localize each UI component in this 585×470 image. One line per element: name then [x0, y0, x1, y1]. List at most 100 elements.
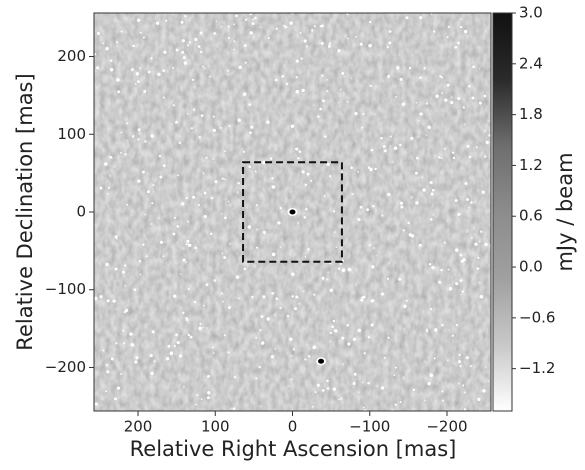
noise-speckle — [96, 136, 98, 139]
noise-speckle — [94, 402, 98, 406]
noise-speckle — [260, 314, 264, 318]
noise-speckle — [361, 126, 363, 129]
noise-speckle — [303, 290, 305, 292]
noise-speckle — [175, 48, 179, 52]
noise-speckle — [189, 335, 193, 339]
noise-speckle — [227, 351, 230, 354]
noise-speckle — [306, 45, 309, 48]
source — [289, 209, 296, 215]
noise-speckle — [333, 231, 336, 233]
noise-speckle — [418, 119, 420, 122]
noise-speckle — [230, 135, 233, 139]
noise-speckle — [383, 149, 387, 153]
noise-speckle — [447, 83, 450, 87]
noise-speckle — [115, 41, 118, 44]
noise-speckle — [335, 246, 337, 248]
noise-speckle — [139, 67, 141, 69]
noise-speckle — [434, 328, 438, 331]
noise-speckle — [172, 294, 177, 298]
noise-speckle — [179, 272, 182, 276]
noise-speckle — [362, 112, 365, 115]
noise-speckle — [460, 293, 462, 296]
noise-speckle — [305, 242, 308, 244]
noise-speckle — [367, 166, 371, 169]
noise-speckle — [431, 266, 435, 270]
noise-speckle — [466, 144, 470, 148]
noise-speckle — [398, 277, 402, 281]
noise-speckle — [153, 360, 156, 363]
noise-speckle — [117, 90, 121, 94]
noise-speckle — [291, 295, 294, 298]
noise-speckle — [441, 323, 444, 327]
noise-speckle — [326, 387, 330, 390]
source — [318, 358, 325, 364]
noise-speckle — [186, 112, 189, 115]
noise-speckle — [266, 317, 270, 321]
noise-speckle — [235, 14, 238, 18]
noise-speckle — [368, 20, 372, 24]
noise-speckle — [308, 64, 311, 67]
noise-speckle — [341, 171, 344, 173]
noise-speckle — [129, 332, 133, 336]
noise-speckle — [304, 256, 307, 258]
noise-speckle — [324, 135, 327, 138]
noise-speckle — [354, 283, 358, 286]
noise-speckle — [180, 20, 184, 24]
noise-speckle — [172, 104, 175, 107]
noise-speckle — [313, 293, 316, 296]
noise-speckle — [227, 25, 230, 28]
noise-speckle — [176, 341, 180, 345]
noise-speckle — [317, 115, 320, 118]
noise-speckle — [444, 98, 448, 102]
noise-speckle — [396, 66, 400, 70]
noise-speckle — [187, 243, 192, 248]
noise-speckle — [482, 389, 486, 393]
noise-speckle — [203, 304, 205, 307]
noise-speckle — [130, 343, 135, 347]
noise-speckle — [341, 259, 345, 262]
noise-speckle — [258, 365, 261, 369]
noise-speckle — [162, 96, 165, 99]
noise-speckle — [458, 360, 462, 364]
noise-speckle — [481, 190, 485, 194]
noise-speckle — [213, 279, 217, 282]
noise-speckle — [327, 271, 329, 273]
noise-speckle — [243, 150, 246, 153]
noise-speckle — [227, 37, 231, 40]
noise-speckle — [326, 162, 330, 166]
noise-speckle — [97, 31, 101, 35]
noise-speckle — [462, 106, 465, 109]
noise-speckle — [182, 311, 185, 315]
noise-speckle — [421, 176, 424, 178]
colorbar-tick-label: 1.8 — [519, 105, 543, 123]
noise-speckle — [328, 42, 332, 45]
noise-speckle — [402, 376, 406, 380]
noise-speckle — [367, 336, 370, 339]
noise-speckle — [480, 230, 483, 233]
noise-speckle — [320, 41, 324, 45]
noise-speckle — [465, 229, 470, 233]
noise-speckle — [361, 381, 364, 384]
noise-speckle — [107, 192, 110, 195]
noise-speckle — [465, 356, 469, 360]
noise-speckle — [206, 396, 210, 400]
noise-speckle — [464, 182, 468, 185]
noise-speckle — [403, 327, 406, 331]
noise-speckle — [338, 398, 340, 401]
noise-speckle — [124, 153, 127, 156]
noise-speckle — [295, 295, 299, 299]
noise-speckle — [415, 101, 418, 104]
noise-speckle — [279, 246, 282, 248]
noise-speckle — [316, 383, 320, 387]
noise-speckle — [200, 114, 204, 118]
noise-speckle — [259, 193, 263, 197]
noise-speckle — [271, 292, 274, 295]
noise-speckle — [178, 113, 182, 116]
noise-speckle — [211, 346, 214, 349]
noise-speckle — [249, 131, 252, 135]
noise-speckle — [450, 96, 453, 99]
noise-speckle — [326, 278, 328, 281]
noise-speckle — [205, 156, 208, 159]
noise-speckle — [295, 59, 299, 63]
noise-speckle — [212, 115, 215, 118]
